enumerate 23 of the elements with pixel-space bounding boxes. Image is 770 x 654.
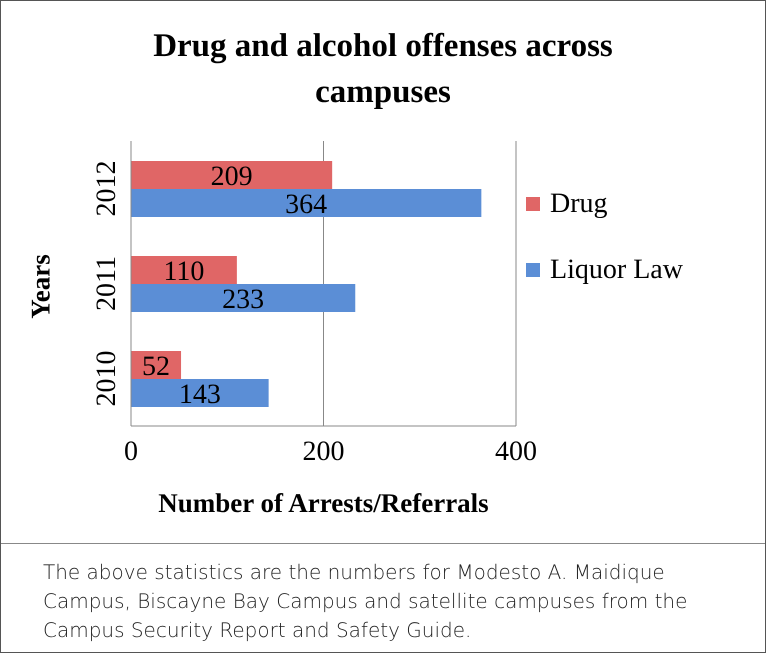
bar	[131, 161, 332, 189]
x-tick-label: 200	[302, 436, 344, 467]
data-label: 233	[222, 284, 264, 315]
chart-title: Drug and alcohol offenses across campuses	[152, 27, 614, 112]
data-label: 143	[178, 378, 221, 410]
x-axis-title: Number of Arrests/Referrals	[158, 488, 489, 518]
legend-label: Liquor Law	[550, 254, 683, 286]
data-label: 110	[163, 256, 204, 287]
bar	[131, 284, 356, 312]
y-axis-title: Years	[26, 253, 56, 321]
legend-label: Drug	[550, 188, 608, 220]
text: The above statistics are the numbers for Modesto A. Maidique Campus, Biscayne Bay Campus and satellite campuses from the Campus Security Report and Safety Guide.	[43, 559, 688, 644]
y-tick-label: 2010	[91, 350, 122, 406]
x-tick-label: 0	[124, 436, 138, 467]
bar	[131, 379, 269, 407]
y-tick-label: 2011	[91, 256, 122, 311]
y-tick-label: 2012	[91, 160, 122, 216]
bar	[131, 256, 237, 284]
bar	[131, 189, 482, 217]
data-label: 52	[142, 350, 170, 382]
x-tick-label: 400	[495, 436, 537, 467]
data-label: 364	[285, 188, 328, 220]
data-label: 209	[210, 160, 253, 192]
